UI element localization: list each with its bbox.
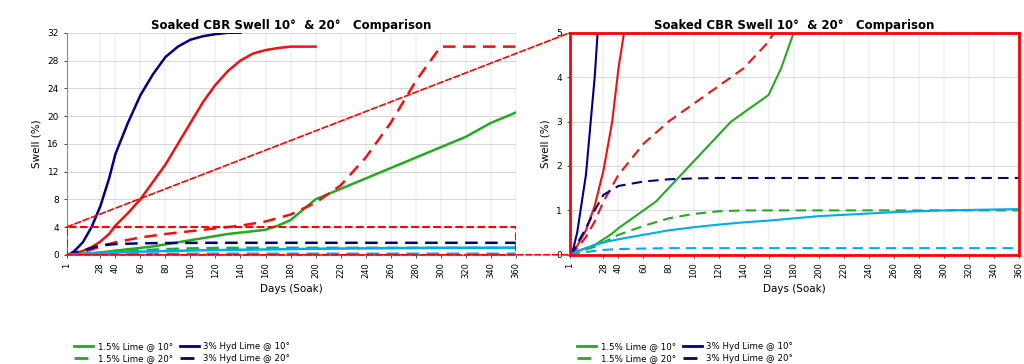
X-axis label: Days (Soak): Days (Soak) — [763, 284, 825, 294]
Title: Soaked CBR Swell 10°  & 20°   Comparison: Soaked CBR Swell 10° & 20° Comparison — [654, 19, 935, 32]
Y-axis label: Swell (%): Swell (%) — [541, 119, 551, 168]
Y-axis label: Swell (%): Swell (%) — [32, 119, 42, 168]
Title: Soaked CBR Swell 10°  & 20°   Comparison: Soaked CBR Swell 10° & 20° Comparison — [151, 19, 431, 32]
Legend: 1.5% Lime @ 10°, 1.5% Lime @ 20°, 3% Lime @ 10°, 3% Lime @ 20°, 3% Hyd Lime @ 10: 1.5% Lime @ 10°, 1.5% Lime @ 20°, 3% Lim… — [574, 339, 826, 364]
Legend: 1.5% Lime @ 10°, 1.5% Lime @ 20°, 3% Lime @ 10°, 3% Lime @ 20°, 3% Hyd Lime @ 10: 1.5% Lime @ 10°, 1.5% Lime @ 20°, 3% Lim… — [71, 339, 323, 364]
X-axis label: Days (Soak): Days (Soak) — [260, 284, 323, 294]
Bar — [67, 227, 516, 255]
